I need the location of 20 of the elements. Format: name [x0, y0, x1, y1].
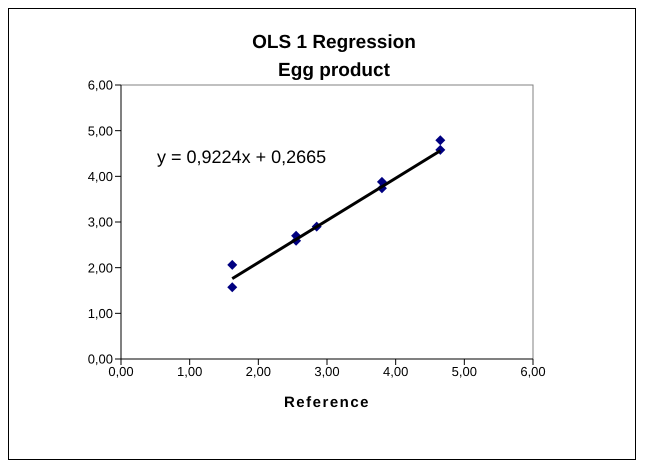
y-tick-label: 6,00 [88, 78, 113, 93]
x-axis-title: Reference [284, 394, 370, 411]
x-tick-label: 2,00 [246, 364, 271, 380]
y-tick-label: 0,00 [88, 352, 113, 367]
x-tick-label: 1,00 [177, 364, 202, 380]
x-tick-label: 3,00 [314, 364, 340, 380]
x-tick-label: 6,00 [520, 364, 546, 380]
x-tick-label: 4,00 [383, 364, 408, 380]
chart-title: OLS 1 Regression Egg product [251, 31, 417, 81]
point [227, 282, 238, 292]
x-tick-label: 5,00 [452, 364, 477, 380]
y-tick-label: 1,00 [88, 306, 113, 321]
y-tick-label: 4,00 [88, 168, 113, 184]
point [227, 260, 238, 270]
y-tick-label: 5,00 [88, 123, 113, 138]
annotation: y = 0,9224x + 0,2665 [157, 147, 326, 168]
x-tick-label: 0,00 [108, 364, 134, 380]
point [435, 135, 446, 146]
y-tick-label: 3,00 [88, 214, 113, 230]
y-tick-label: 2,00 [88, 260, 113, 276]
